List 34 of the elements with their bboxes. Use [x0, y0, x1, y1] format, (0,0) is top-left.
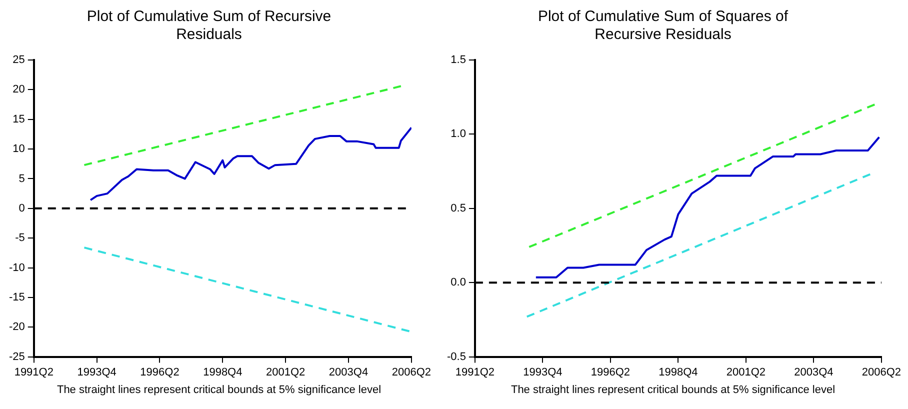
- x-tick-label: 2006Q2: [862, 366, 902, 378]
- text: The straight lines represent critical bounds at 5% significance level: [56, 384, 382, 396]
- y-tick-label: -20: [8, 321, 25, 334]
- y-tick-label: 1.0: [450, 128, 466, 140]
- y-tick-label: 25: [12, 54, 25, 66]
- x-tick-label: 1998Q4: [658, 366, 698, 378]
- y-tick-label: -0.5: [446, 350, 466, 363]
- y-tick-label: 0.5: [450, 202, 466, 214]
- x-tick-label: 1991Q2: [455, 366, 495, 378]
- x-tick-label: 2006Q2: [392, 366, 432, 378]
- x-tick-label: 1996Q2: [590, 366, 630, 378]
- y-tick-label: 10: [12, 143, 25, 156]
- x-tick-label: 1993Q4: [77, 366, 116, 378]
- y-tick-label: -10: [8, 262, 25, 274]
- text: The straight lines represent critical bounds at 5% significance level: [510, 384, 836, 396]
- y-tick-label: -5: [15, 232, 25, 244]
- y-tick-label: 0: [18, 202, 25, 214]
- x-tick-label: 2003Q4: [794, 366, 834, 378]
- x-tick-label: 1993Q4: [523, 366, 562, 378]
- x-tick-label: 1998Q4: [203, 366, 242, 378]
- chart-title: Plot of Cumulative Sum of Recursive Residuals: [86, 8, 332, 44]
- y-tick-label: 15: [12, 113, 25, 126]
- y-tick-label: -15: [8, 291, 25, 304]
- x-tick-label: 1996Q2: [140, 366, 180, 378]
- x-tick-label: 1991Q2: [14, 366, 54, 378]
- y-tick-label: 0.0: [450, 276, 466, 289]
- y-tick-label: -25: [8, 350, 25, 363]
- y-tick-label: 20: [12, 84, 25, 96]
- chart-title: Plot of Cumulative Sum of Squares of Recursive Residuals: [538, 8, 789, 44]
- x-tick-label: 2001Q2: [726, 366, 766, 378]
- x-tick-label: 2001Q2: [266, 366, 306, 378]
- y-tick-label: 5: [18, 172, 25, 185]
- x-tick-label: 2003Q4: [328, 366, 368, 378]
- y-tick-label: 1.5: [450, 54, 466, 66]
